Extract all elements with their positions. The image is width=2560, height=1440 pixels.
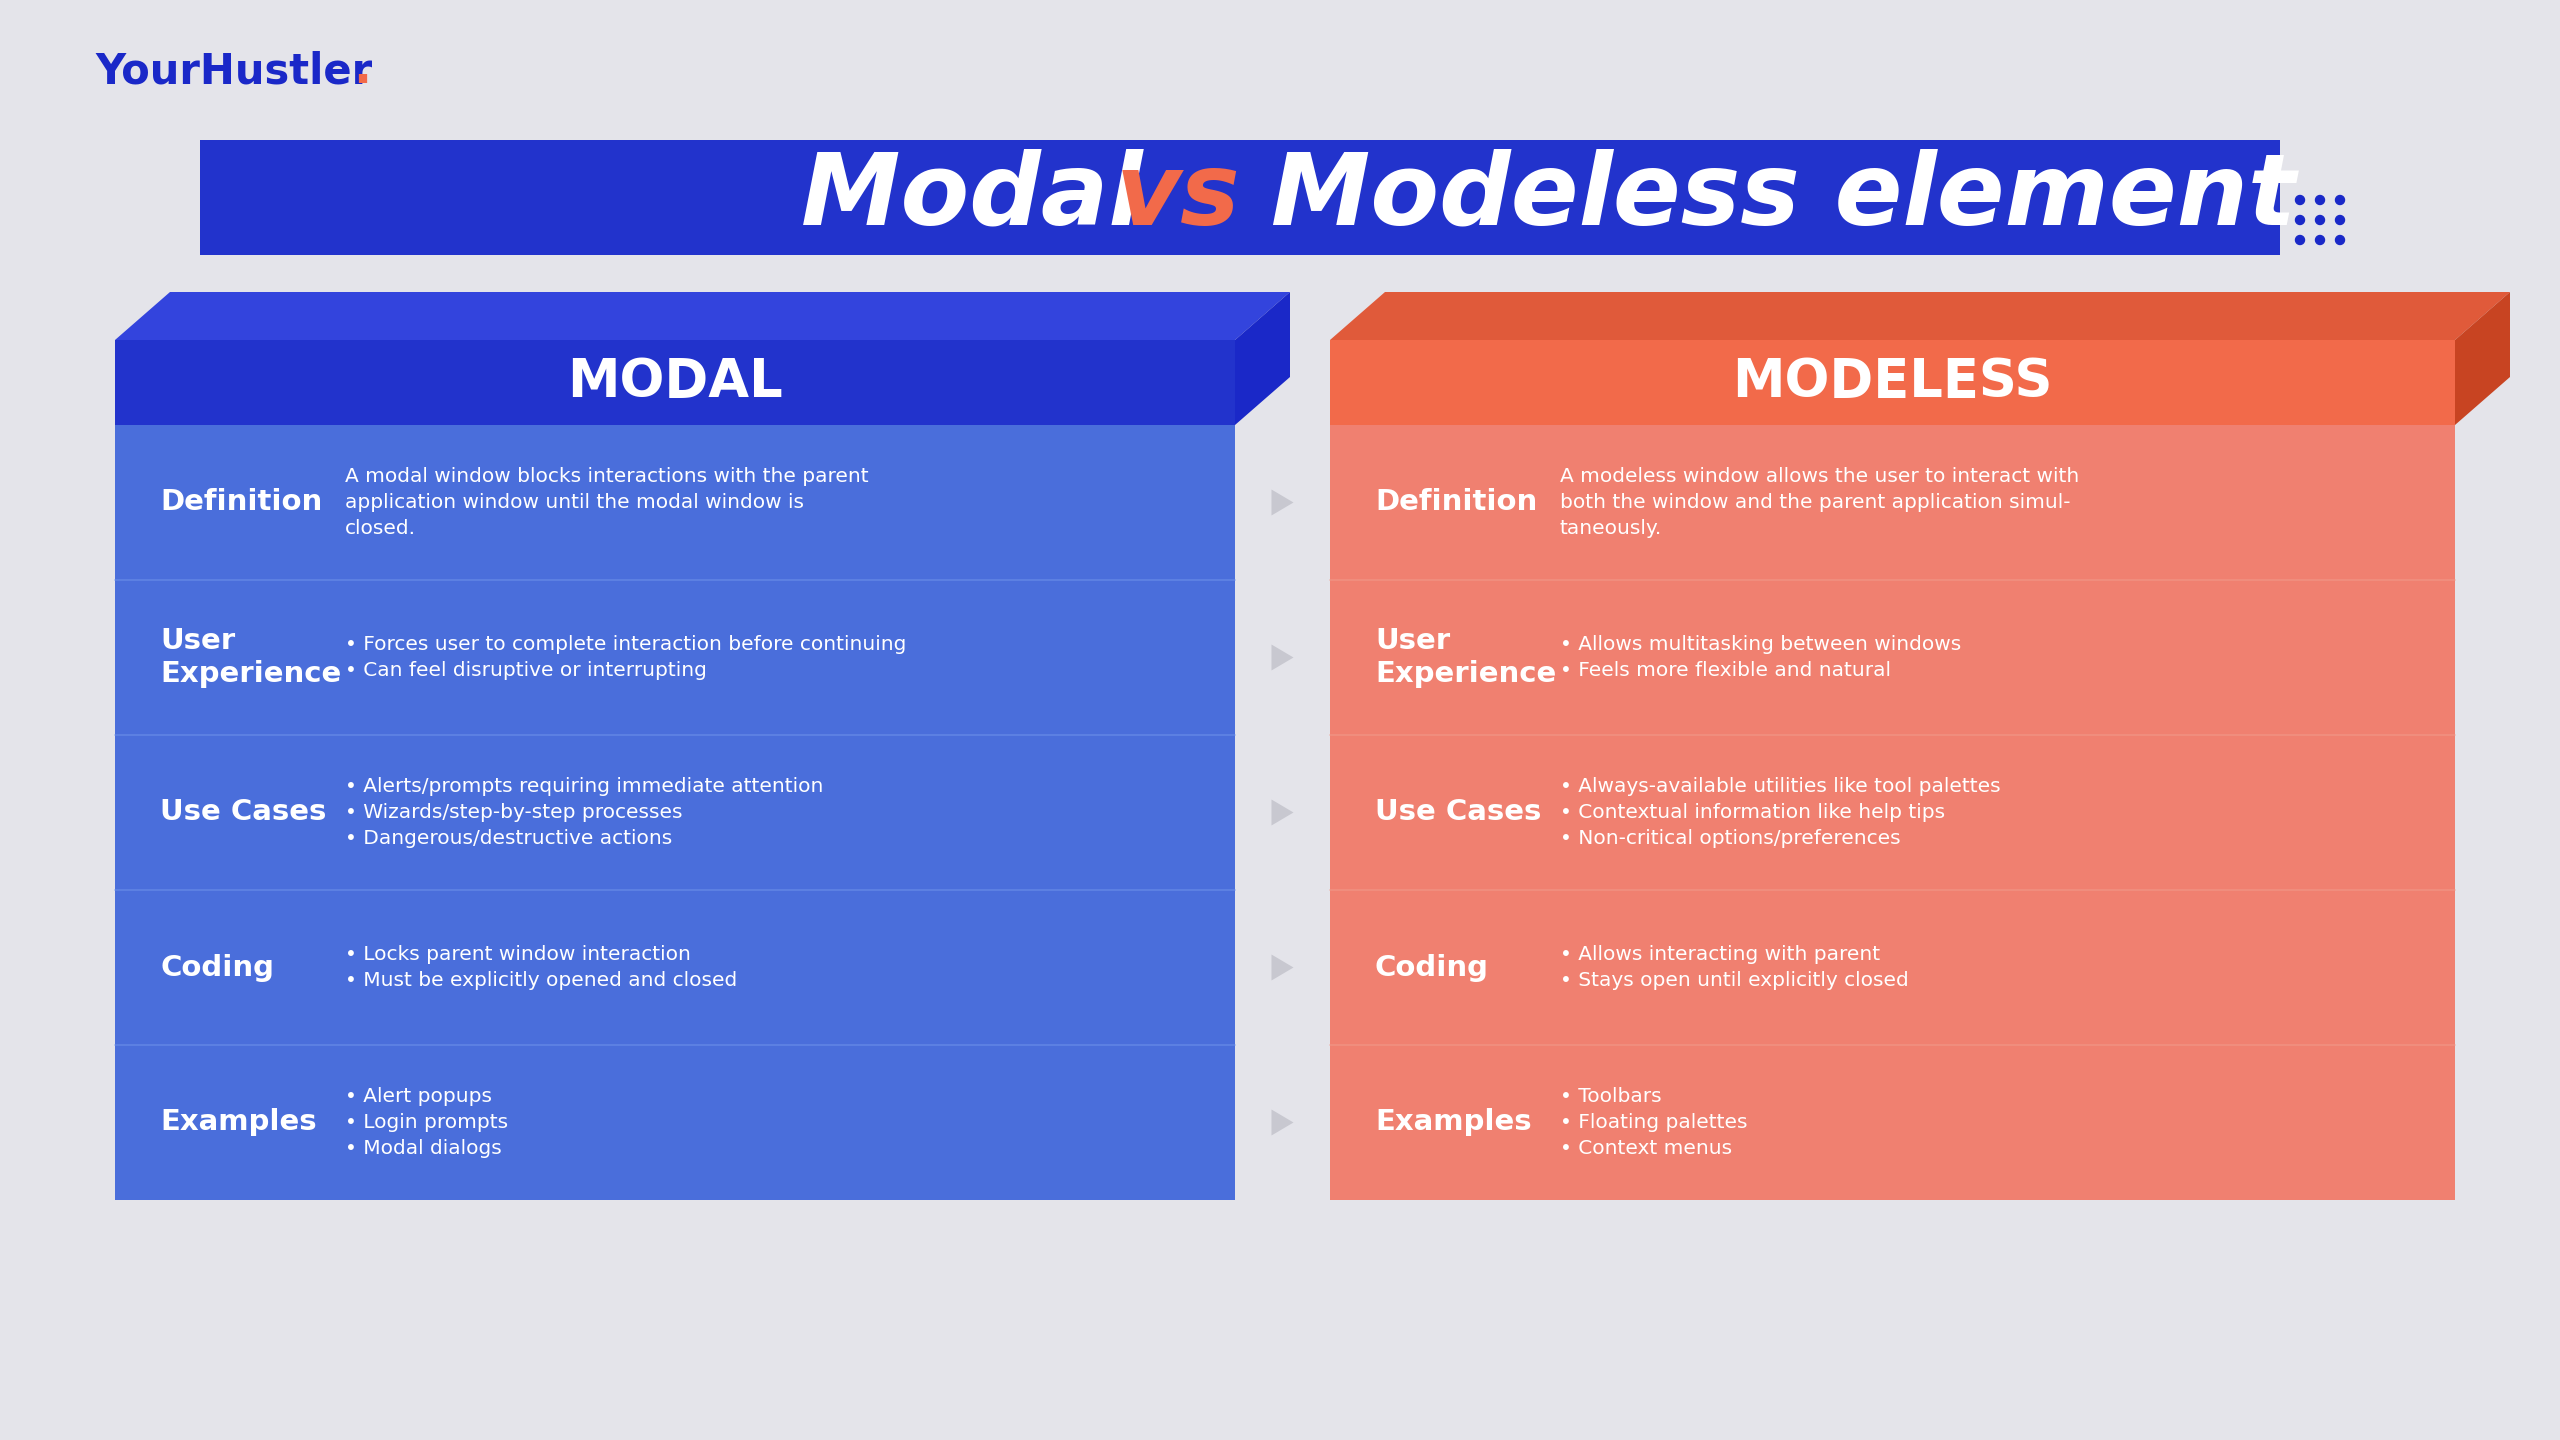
FancyBboxPatch shape [115, 340, 1234, 425]
Text: • Forces user to complete interaction before continuing
• Can feel disruptive or: • Forces user to complete interaction be… [346, 635, 906, 680]
FancyBboxPatch shape [1331, 425, 2455, 1200]
Circle shape [2335, 196, 2345, 204]
Text: User
Experience: User Experience [1375, 626, 1556, 688]
Circle shape [2314, 216, 2324, 225]
Text: • Alert popups
• Login prompts
• Modal dialogs: • Alert popups • Login prompts • Modal d… [346, 1087, 507, 1158]
Text: • Toolbars
• Floating palettes
• Context menus: • Toolbars • Floating palettes • Context… [1559, 1087, 1748, 1158]
FancyBboxPatch shape [115, 425, 1234, 1200]
Text: • Allows multitasking between windows
• Feels more flexible and natural: • Allows multitasking between windows • … [1559, 635, 1961, 680]
Text: User
Experience: User Experience [159, 626, 340, 688]
Circle shape [2314, 236, 2324, 245]
Text: Coding: Coding [159, 953, 274, 982]
Polygon shape [2455, 292, 2509, 425]
Text: • Locks parent window interaction
• Must be explicitly opened and closed: • Locks parent window interaction • Must… [346, 945, 737, 989]
Polygon shape [1272, 955, 1293, 981]
Polygon shape [1272, 1109, 1293, 1136]
Text: Definition: Definition [1375, 488, 1536, 517]
Text: .: . [353, 48, 371, 94]
Text: Use Cases: Use Cases [159, 799, 325, 827]
Text: Use Cases: Use Cases [1375, 799, 1541, 827]
Text: Examples: Examples [159, 1109, 317, 1136]
Text: MODAL: MODAL [568, 357, 783, 409]
Polygon shape [1272, 799, 1293, 825]
Text: • Alerts/prompts requiring immediate attention
• Wizards/step-by-step processes
: • Alerts/prompts requiring immediate att… [346, 778, 824, 848]
Circle shape [2296, 236, 2304, 245]
Circle shape [2335, 236, 2345, 245]
Polygon shape [115, 292, 1290, 340]
Text: Examples: Examples [1375, 1109, 1531, 1136]
Text: vs: vs [1116, 148, 1239, 246]
Text: Modeless element: Modeless element [1236, 148, 2296, 246]
Text: Coding: Coding [1375, 953, 1490, 982]
Text: Modal: Modal [801, 148, 1178, 246]
Text: MODELESS: MODELESS [1733, 357, 2053, 409]
Polygon shape [1331, 292, 2509, 340]
Polygon shape [1234, 292, 1290, 425]
FancyBboxPatch shape [1331, 340, 2455, 425]
FancyBboxPatch shape [200, 140, 2281, 255]
Text: YourHustler: YourHustler [95, 50, 371, 92]
Text: Definition: Definition [159, 488, 323, 517]
Polygon shape [1272, 490, 1293, 516]
Text: A modal window blocks interactions with the parent
application window until the : A modal window blocks interactions with … [346, 467, 868, 537]
Text: • Allows interacting with parent
• Stays open until explicitly closed: • Allows interacting with parent • Stays… [1559, 945, 1910, 989]
Text: A modeless window allows the user to interact with
both the window and the paren: A modeless window allows the user to int… [1559, 467, 2079, 537]
Circle shape [2296, 216, 2304, 225]
Text: • Always-available utilities like tool palettes
• Contextual information like he: • Always-available utilities like tool p… [1559, 778, 1999, 848]
Circle shape [2314, 196, 2324, 204]
Polygon shape [1272, 645, 1293, 671]
Circle shape [2335, 216, 2345, 225]
Circle shape [2296, 196, 2304, 204]
